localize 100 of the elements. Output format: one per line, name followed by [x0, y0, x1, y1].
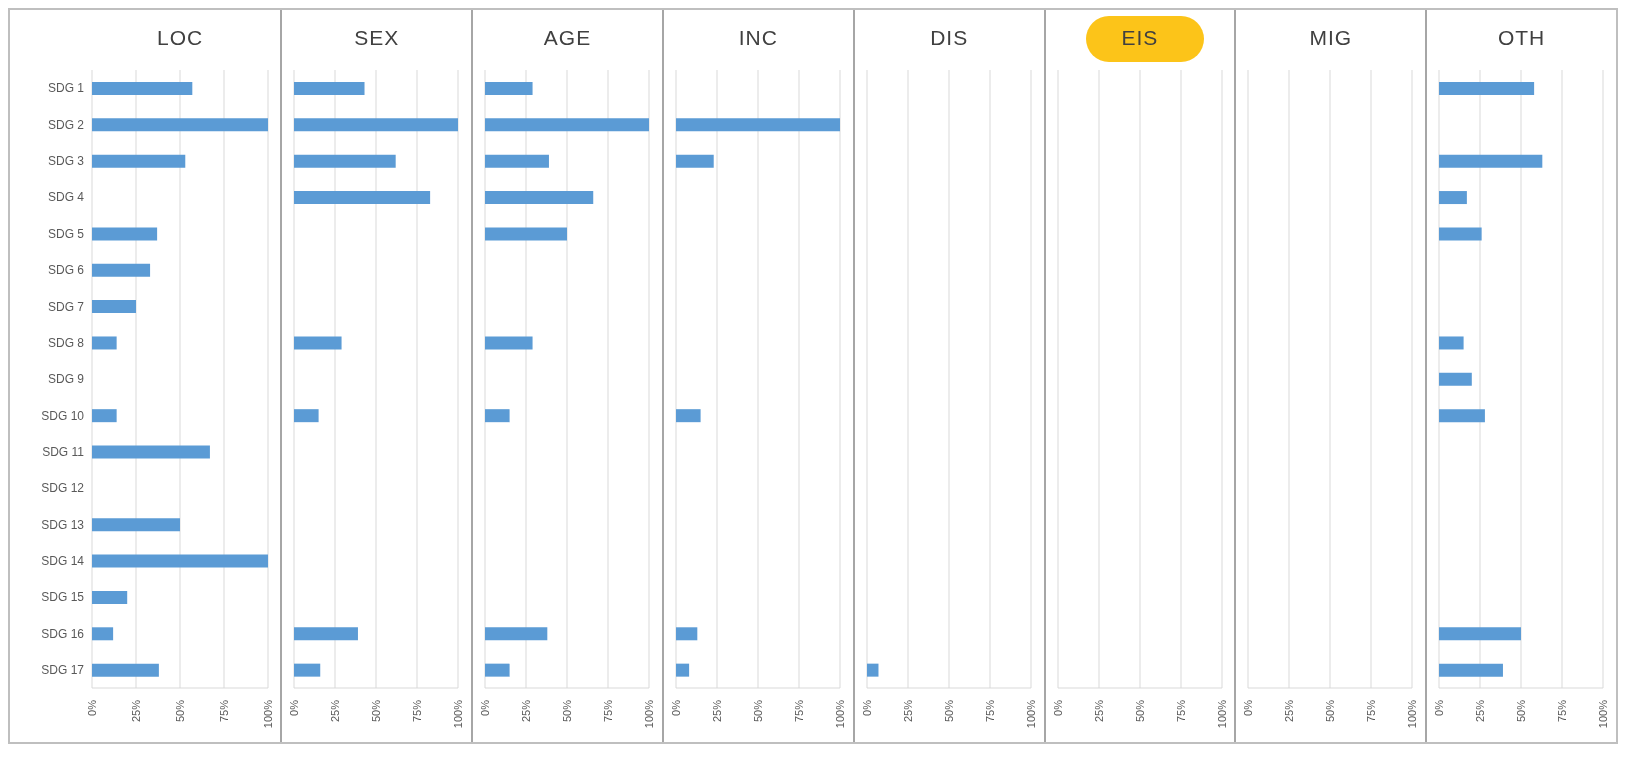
chart-title: AGE — [543, 26, 592, 50]
bar — [675, 154, 714, 168]
bar — [92, 227, 158, 241]
chart-title: DIS — [930, 26, 969, 50]
bar — [294, 154, 396, 168]
bar — [92, 336, 117, 350]
bar — [92, 300, 136, 314]
y-tick-label: SDG 13 — [41, 517, 85, 532]
bar — [92, 154, 186, 168]
x-tick-label: 50% — [561, 699, 574, 723]
x-tick-label: 0% — [1242, 699, 1255, 716]
bar — [92, 554, 268, 568]
bar — [294, 627, 359, 641]
x-tick-label: 50% — [751, 699, 764, 723]
x-tick-label: 25% — [520, 699, 533, 723]
y-tick-label: SDG 1 — [47, 81, 85, 96]
bar — [485, 627, 548, 641]
x-tick-label: 75% — [1556, 699, 1569, 723]
bar — [485, 118, 650, 132]
x-tick-label: 0% — [1051, 699, 1064, 716]
x-tick-label: 100% — [1215, 699, 1228, 729]
chart-title: INC — [738, 26, 778, 50]
x-tick-label: 25% — [130, 699, 142, 723]
chart-title: MIG — [1309, 26, 1353, 50]
y-tick-label: SDG 8 — [47, 335, 85, 350]
bar — [92, 82, 193, 95]
x-tick-label: 75% — [792, 699, 805, 723]
x-tick-label: 25% — [1283, 699, 1296, 723]
bar — [294, 663, 321, 677]
x-tick-label: 100% — [833, 699, 846, 729]
bar — [294, 336, 342, 350]
x-tick-label: 25% — [1092, 699, 1105, 723]
bar — [1439, 336, 1464, 350]
bar — [92, 409, 117, 423]
x-tick-label: 50% — [1324, 699, 1337, 723]
bar — [294, 82, 365, 95]
bar — [92, 118, 268, 132]
y-tick-label: SDG 15 — [41, 590, 85, 605]
x-tick-label: 0% — [288, 699, 301, 716]
bar — [1439, 191, 1468, 205]
x-tick-label: 0% — [479, 699, 492, 716]
bar — [675, 118, 840, 132]
x-tick-label: 25% — [710, 699, 723, 723]
x-tick-label: 100% — [1024, 699, 1037, 729]
bar — [1439, 627, 1522, 641]
bar — [485, 191, 594, 205]
x-tick-label: 75% — [411, 699, 424, 723]
bar — [294, 409, 319, 423]
x-tick-label: 100% — [643, 699, 656, 729]
y-tick-label: SDG 14 — [41, 554, 85, 569]
bar — [1439, 227, 1482, 241]
bar — [1439, 409, 1486, 423]
y-tick-label: SDG 5 — [47, 226, 85, 241]
bar — [1439, 663, 1504, 677]
y-tick-label: SDG 4 — [47, 190, 85, 205]
chart-title: EIS — [1121, 26, 1159, 50]
y-tick-label: SDG 12 — [41, 481, 85, 496]
bar — [485, 663, 510, 677]
y-tick-label: SDG 7 — [47, 299, 85, 314]
bar — [1439, 82, 1535, 95]
chart-title: LOC — [157, 26, 204, 50]
x-tick-label: 50% — [1133, 699, 1146, 723]
y-tick-label: SDG 3 — [47, 154, 85, 169]
x-tick-label: 25% — [901, 699, 914, 723]
y-tick-label: SDG 17 — [41, 663, 85, 678]
x-tick-label: 25% — [1474, 699, 1487, 723]
y-tick-label: SDG 9 — [47, 372, 85, 387]
bar — [675, 663, 690, 677]
x-tick-label: 50% — [370, 699, 383, 723]
bar — [485, 227, 568, 241]
bar — [92, 263, 151, 277]
bar — [92, 590, 128, 604]
x-tick-label: 0% — [86, 699, 98, 716]
bar — [485, 82, 533, 95]
x-tick-label: 100% — [262, 699, 274, 729]
x-tick-label: 75% — [1365, 699, 1378, 723]
x-tick-label: 25% — [329, 699, 342, 723]
bar — [294, 118, 459, 132]
bar — [92, 663, 159, 677]
x-tick-label: 50% — [1515, 699, 1528, 723]
bar — [675, 627, 698, 641]
bar — [485, 336, 533, 350]
x-tick-label: 75% — [1174, 699, 1187, 723]
bar — [1439, 154, 1543, 168]
x-tick-label: 75% — [602, 699, 615, 723]
x-tick-label: 75% — [983, 699, 996, 723]
x-tick-label: 100% — [1406, 699, 1419, 729]
bar — [485, 409, 510, 423]
x-tick-label: 0% — [669, 699, 682, 716]
x-tick-label: 0% — [860, 699, 873, 716]
x-tick-label: 0% — [1433, 699, 1446, 716]
chart-title: OTH — [1497, 26, 1546, 50]
bar — [675, 409, 701, 423]
x-tick-label: 50% — [942, 699, 955, 723]
y-tick-label: SDG 11 — [42, 444, 85, 459]
x-tick-label: 100% — [452, 699, 465, 729]
bar — [92, 627, 114, 641]
chart-title: SEX — [354, 26, 400, 50]
bar — [92, 518, 180, 532]
y-tick-label: SDG 2 — [47, 117, 85, 132]
